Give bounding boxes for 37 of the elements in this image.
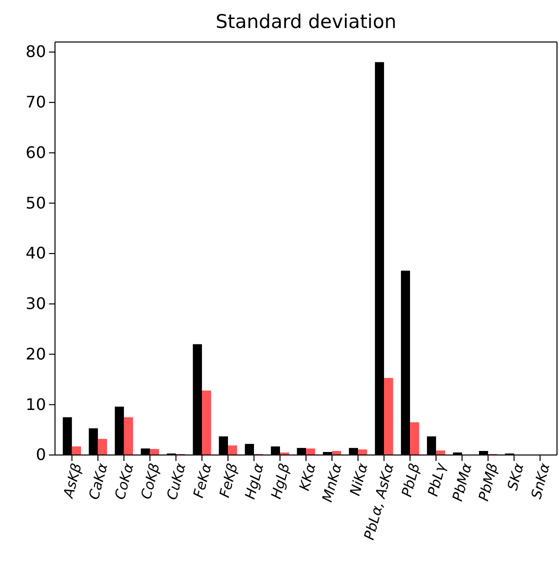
bar [124, 417, 134, 455]
bar [202, 390, 212, 455]
x-tick-label: AsKβ [60, 462, 86, 501]
bar [98, 438, 108, 455]
x-tick-label: MnKα [320, 460, 346, 504]
bar [72, 446, 82, 455]
x-tick-label: FeKα [190, 460, 216, 500]
bar [384, 378, 394, 455]
x-tick-label: PbLγ [425, 461, 450, 498]
y-tick-label: 40 [26, 244, 46, 263]
y-tick-label: 50 [26, 193, 46, 212]
x-tick-label: SKα [505, 460, 528, 492]
x-tick-label: CoKα [112, 460, 138, 502]
x-tick-label: CuKα [164, 460, 190, 502]
y-tick-label: 60 [26, 142, 46, 162]
bar [306, 448, 316, 455]
x-tick-label: SnKα [528, 460, 554, 501]
x-tick-label: FeKβ [216, 462, 242, 500]
x-tick-label: HgLβ [268, 462, 294, 501]
y-tick-label: 0 [36, 445, 46, 464]
x-tick-label: NiKα [348, 460, 372, 498]
x-tick-label: PbMα [450, 460, 476, 504]
y-tick-label: 10 [26, 394, 46, 414]
x-tick-label: PbMβ [476, 462, 502, 503]
chart-title: Standard deviation [216, 11, 396, 33]
x-tick-label: HgLα [242, 460, 268, 502]
x-tick-label: PbLβ [399, 462, 424, 499]
y-tick-label: 20 [26, 344, 46, 364]
bar [228, 445, 238, 455]
bar [410, 422, 420, 455]
bar [150, 448, 160, 455]
y-tick-label: 70 [26, 92, 46, 112]
y-tick-label: 80 [26, 42, 46, 62]
x-tick-label: CaKα [86, 460, 112, 502]
x-tick-label: KKα [296, 460, 320, 493]
y-tick-label: 30 [26, 294, 46, 314]
x-tick-label: CoKβ [138, 462, 164, 502]
